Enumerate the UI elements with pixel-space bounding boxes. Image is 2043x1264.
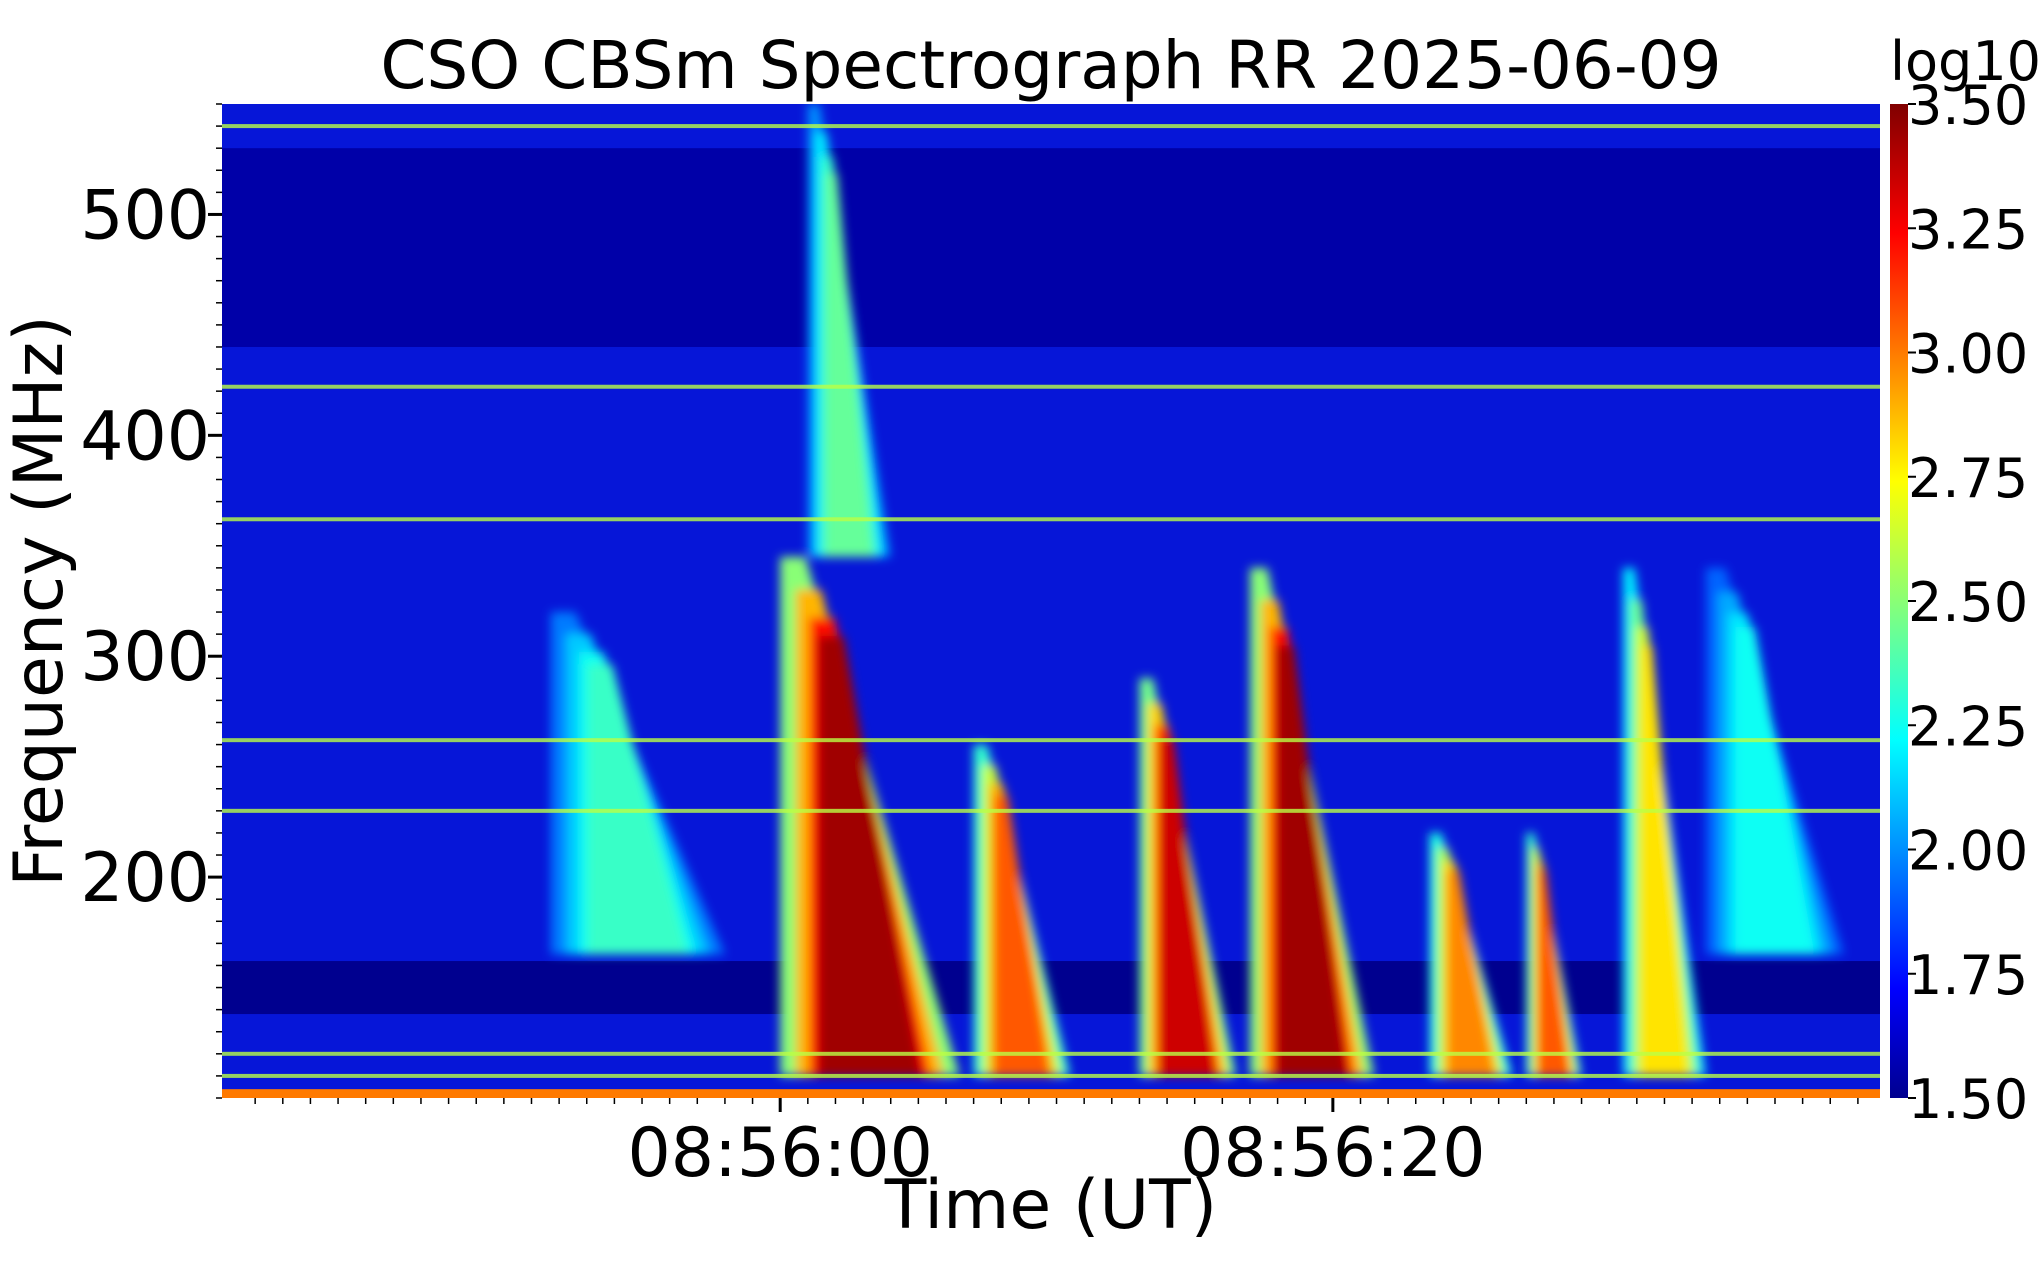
rfi-lines <box>222 124 1880 1098</box>
colorbar-tick-label: 2.50 <box>1908 571 2028 634</box>
bottom-edge-band <box>222 1089 1880 1098</box>
rfi-line <box>222 1073 1880 1078</box>
rfi-line <box>222 738 1880 743</box>
colorbar-ticks: 1.50 1.75 2.00 2.25 2.50 2.75 3.00 3.25 3.50 <box>1908 74 2028 1131</box>
y-axis: 200 300 400 500 <box>80 103 222 1099</box>
colorbar-tick-label: 3.50 <box>1908 74 2028 137</box>
chart-title: CSO CBSm Spectrograph RR 2025-06-09 <box>380 27 1721 104</box>
burst-region <box>1159 739 1216 1076</box>
y-tick-label: 200 <box>80 839 210 918</box>
x-axis: 08:56:00 08:56:20 <box>254 1098 1859 1193</box>
burst-region <box>1276 645 1348 1076</box>
burst-region <box>1447 870 1495 1076</box>
burst-region <box>1538 870 1570 1076</box>
colorbar-tick-label: 2.00 <box>1908 820 2028 883</box>
colorbar-tick-label: 2.75 <box>1908 447 2028 510</box>
y-tick-label: 300 <box>80 618 210 697</box>
y-tick-label: 500 <box>80 176 210 255</box>
burst-region <box>994 795 1050 1076</box>
colorbar-tick-label: 1.75 <box>1908 944 2028 1007</box>
colorbar-tick-label: 3.25 <box>1908 198 2028 261</box>
y-tick-label: 400 <box>80 397 210 476</box>
colorbar-label: log10 <box>1890 30 2041 93</box>
colorbar: 1.50 1.75 2.00 2.25 2.50 2.75 3.00 3.25 3.50 log… <box>1890 30 2041 1131</box>
rfi-line <box>222 517 1880 522</box>
y-axis-label: Frequency (MHz) <box>0 315 79 886</box>
colorbar-gradient <box>1890 104 1908 1098</box>
x-tick-label: 08:56:00 <box>627 1114 932 1193</box>
rfi-line <box>222 124 1880 129</box>
quiet-band <box>222 148 1880 347</box>
burst-region <box>1735 627 1815 955</box>
colorbar-tick-label: 1.50 <box>1908 1068 2028 1131</box>
burst-region <box>818 636 922 1076</box>
x-axis-label: Time (UT) <box>884 1166 1217 1245</box>
rfi-line <box>222 384 1880 389</box>
rfi-line <box>222 808 1880 813</box>
plot-area <box>222 104 1880 1098</box>
rfi-line <box>222 1051 1880 1056</box>
burst-region <box>1640 645 1689 1076</box>
burst-region <box>825 173 874 557</box>
x-tick-label: 08:56:20 <box>1180 1114 1485 1193</box>
heatmap-layer <box>222 148 1880 1015</box>
colorbar-tick-label: 3.00 <box>1908 323 2028 386</box>
colorbar-tick-label: 2.25 <box>1908 695 2028 758</box>
